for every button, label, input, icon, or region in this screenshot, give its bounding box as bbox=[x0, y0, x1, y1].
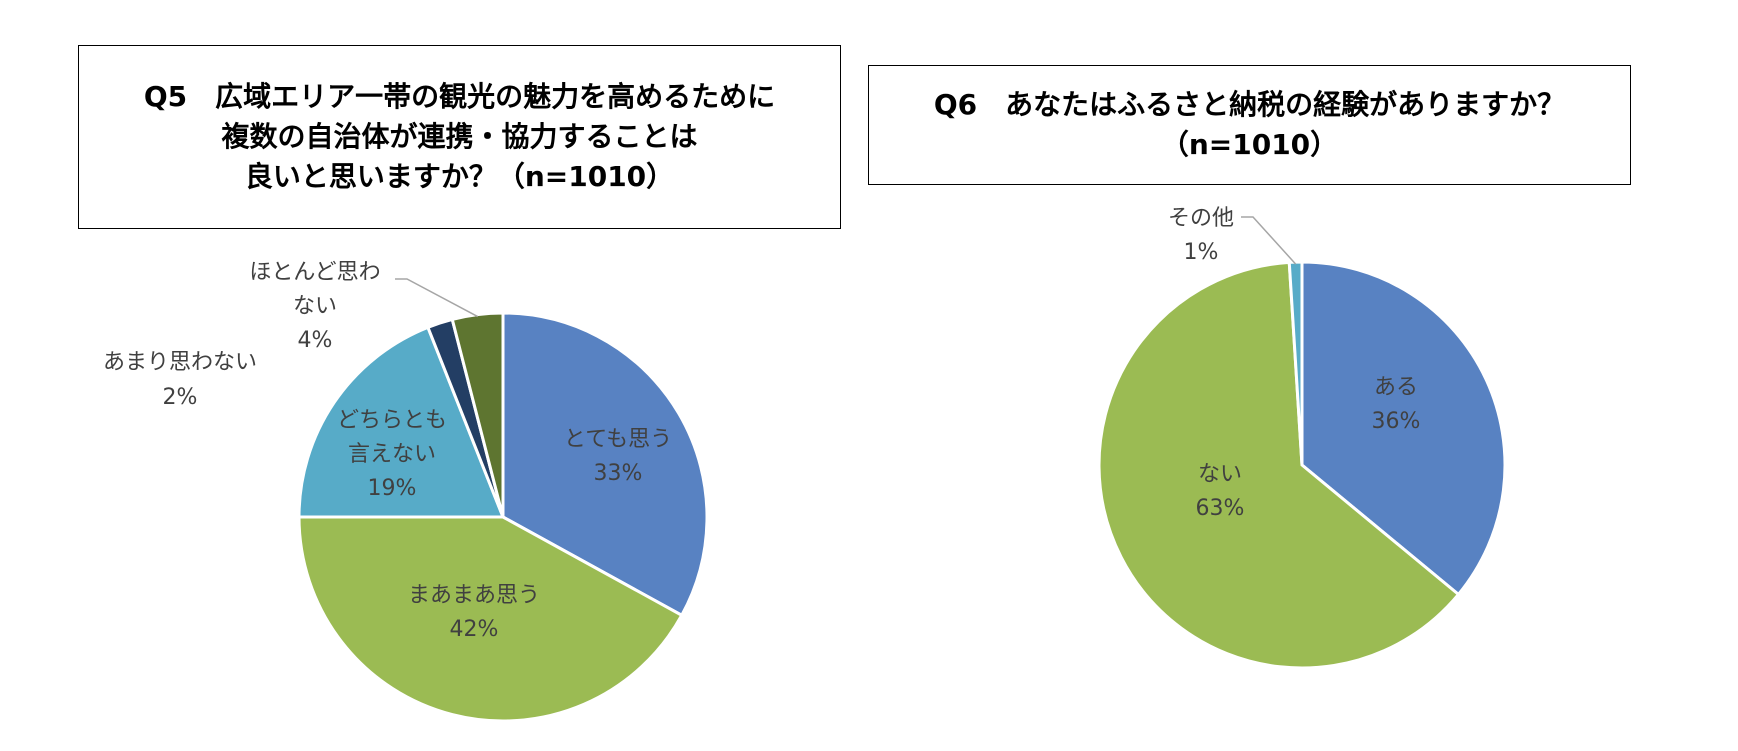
slice-category-label: 言えない bbox=[348, 442, 436, 467]
slice-category-label: ない bbox=[1198, 462, 1242, 487]
slice-value-label: 42% bbox=[450, 617, 499, 642]
slice-label: ある 36% bbox=[1372, 375, 1421, 434]
slice-category-label: とても思う bbox=[564, 427, 672, 452]
q6-title-line-1: Q6 あなたはふるさと納税の経験がありますか？ bbox=[933, 88, 1566, 121]
slice-category-label: どちらとも bbox=[337, 408, 447, 433]
pie-slice bbox=[450, 311, 505, 518]
slice-value-label: 4% bbox=[298, 328, 333, 353]
slice-label: ない 63% bbox=[1196, 462, 1245, 521]
pie-slice bbox=[297, 325, 506, 519]
slice-value-label: 63% bbox=[1196, 496, 1245, 521]
pie-slice bbox=[501, 311, 709, 618]
q5-title-line-3: 良いと思いますか？（n=1010） bbox=[244, 160, 675, 193]
slice-category-label: ある bbox=[1374, 375, 1418, 400]
slice-label: とても思う 33% bbox=[564, 427, 672, 486]
slice-value-label: 33% bbox=[594, 461, 643, 486]
q5-title-line-2: 複数の自治体が連携・協力することは bbox=[221, 120, 698, 153]
leader-line bbox=[395, 278, 479, 318]
slice-value-label: 36% bbox=[1372, 409, 1421, 434]
slice-category-label: あまり思わない bbox=[103, 350, 257, 375]
pie-slice bbox=[297, 515, 684, 723]
slice-category-label: その他 bbox=[1168, 206, 1234, 231]
slice-value-label: 1% bbox=[1184, 240, 1219, 265]
slice-label: まあまあ思う 42% bbox=[408, 583, 540, 642]
q6-title-box: Q6 あなたはふるさと納税の経験がありますか？ （n=1010） bbox=[868, 65, 1631, 185]
slice-label: その他 1% bbox=[1168, 206, 1234, 265]
slice-value-label: 19% bbox=[368, 476, 417, 501]
pie-chart-2: ある 36% ない 63% その他 1% bbox=[1097, 206, 1507, 670]
slice-label: あまり思わない 2% bbox=[103, 350, 257, 410]
pie-slice bbox=[1300, 260, 1507, 597]
q5-title-box: Q5 広域エリア一帯の観光の魅力を高めるために 複数の自治体が連携・協力すること… bbox=[78, 45, 841, 229]
leader-line bbox=[1241, 216, 1297, 265]
slice-category-label: まあまあ思う bbox=[408, 583, 540, 608]
q6-title-line-2: （n=1010） bbox=[1160, 128, 1339, 161]
pie-slice bbox=[1287, 260, 1304, 466]
slice-value-label: 2% bbox=[163, 385, 198, 410]
slice-category-label: ほとんど思わ bbox=[249, 260, 380, 285]
pie-slice bbox=[1097, 260, 1461, 670]
slice-category-label: ない bbox=[293, 294, 337, 319]
q5-title-line-1: Q5 広域エリア一帯の観光の魅力を高めるために bbox=[143, 80, 776, 113]
